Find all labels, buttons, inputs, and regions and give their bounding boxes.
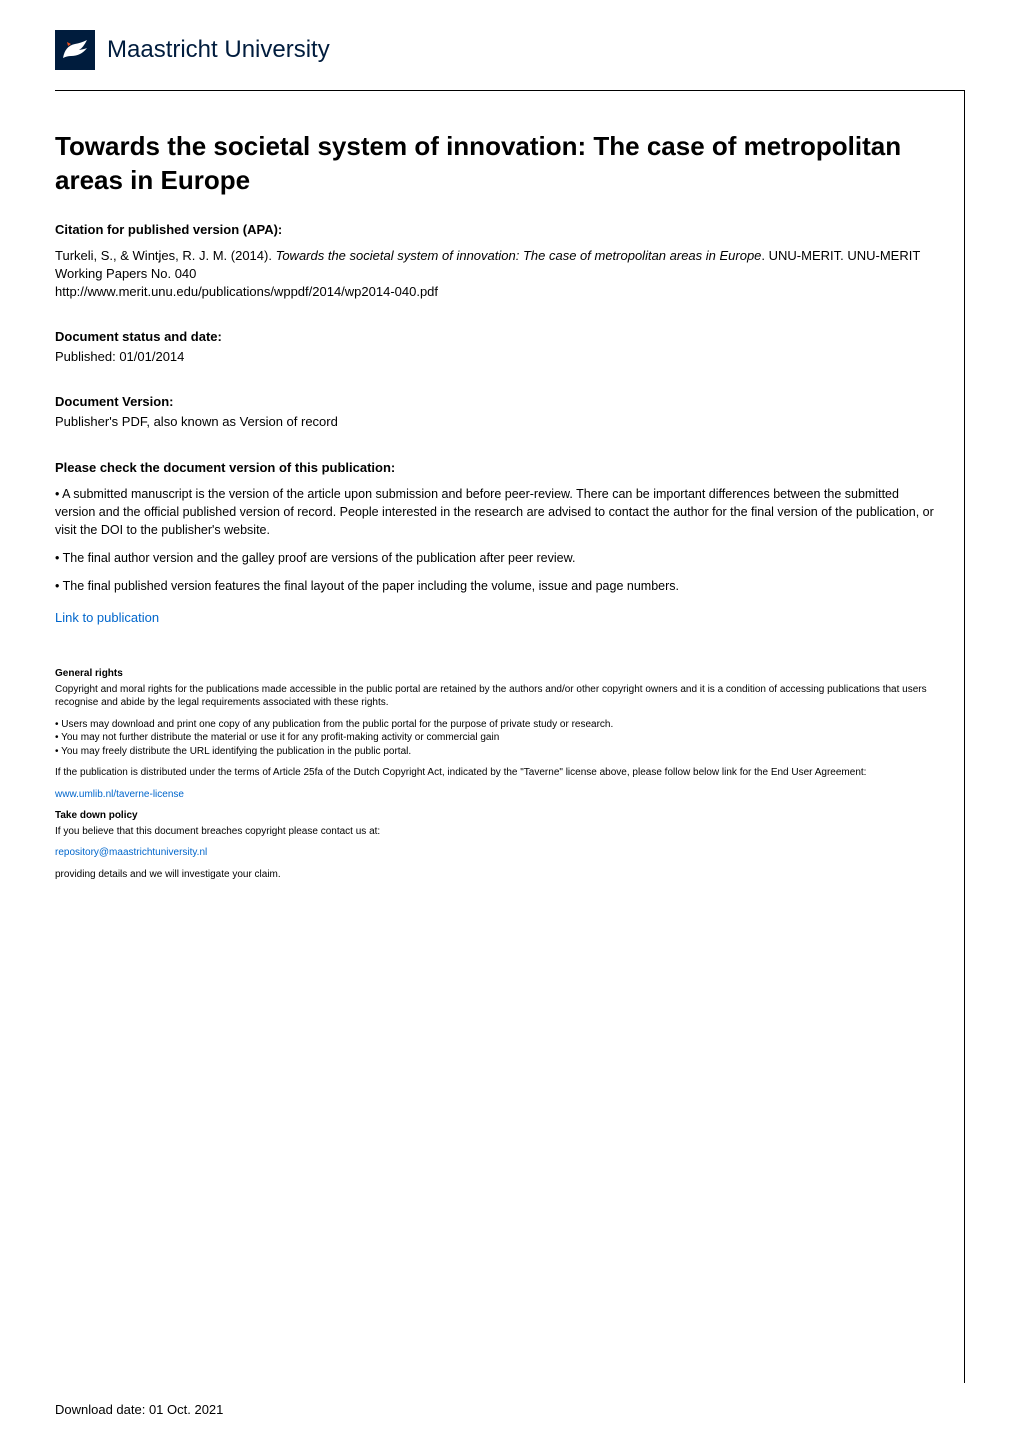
check-p1: • A submitted manuscript is the version … [55,485,940,539]
rights-p1: Copyright and moral rights for the publi… [55,683,940,710]
horizontal-rule [55,90,965,91]
rights-block: General rights Copyright and moral right… [55,667,940,881]
header-logo: Maastricht University [55,30,330,70]
main-content: Towards the societal system of innovatio… [55,130,940,889]
repository-email-link[interactable]: repository@maastrichtuniversity.nl [55,847,207,858]
citation-url: http://www.merit.unu.edu/publications/wp… [55,284,438,299]
citation-body: Turkeli, S., & Wintjes, R. J. M. (2014).… [55,247,940,302]
vertical-rule [964,90,965,1383]
takedown-heading: Take down policy [55,809,940,823]
citation-label: Citation for published version (APA): [55,222,940,237]
rights-bullets: Users may download and print one copy of… [55,718,940,759]
citation-title-italic: Towards the societal system of innovatio… [276,248,762,263]
status-label: Document status and date: [55,329,940,344]
takedown-p2: providing details and we will investigat… [55,868,940,882]
version-label: Document Version: [55,394,940,409]
rights-bullet-2: You may not further distribute the mater… [55,731,940,745]
page-title: Towards the societal system of innovatio… [55,130,940,198]
version-value: Publisher's PDF, also known as Version o… [55,413,940,431]
logo-text: Maastricht University [107,36,330,64]
maastricht-bird-icon [61,38,89,62]
rights-bullet-1: Users may download and print one copy of… [55,718,940,732]
citation-authors: Turkeli, S., & Wintjes, R. J. M. (2014). [55,248,276,263]
logo-square [55,30,95,70]
rights-p2a: If the publication is distributed under … [55,766,940,780]
takedown-p: If you believe that this document breach… [55,825,940,839]
publication-link[interactable]: Link to publication [55,610,159,625]
taverne-license-link[interactable]: www.umlib.nl/taverne-license [55,789,184,800]
general-rights-heading: General rights [55,667,940,681]
check-label: Please check the document version of thi… [55,460,940,475]
rights-bullet-3: You may freely distribute the URL identi… [55,745,940,759]
status-value: Published: 01/01/2014 [55,348,940,366]
check-p2: • The final author version and the galle… [55,549,940,567]
check-p3: • The final published version features t… [55,577,940,595]
download-date: Download date: 01 Oct. 2021 [55,1402,223,1417]
